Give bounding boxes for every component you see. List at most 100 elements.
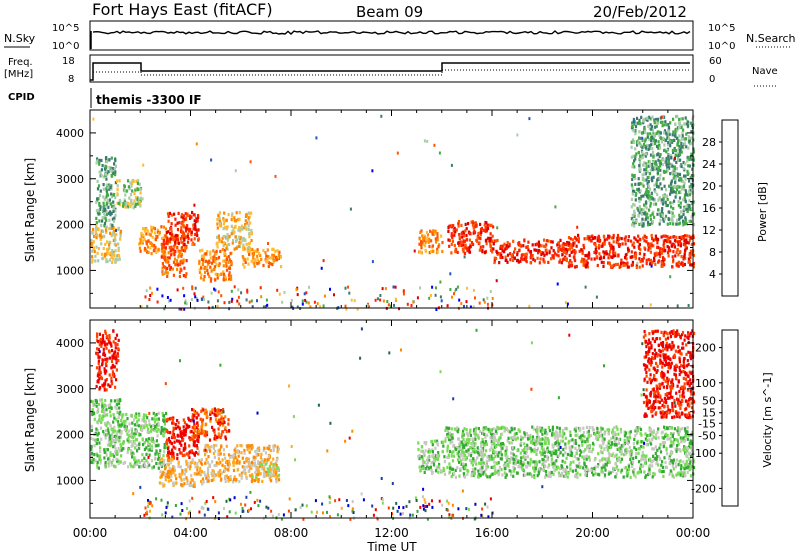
data-pixel: [681, 179, 684, 184]
data-pixel: [98, 371, 101, 375]
data-pixel: [688, 193, 692, 197]
data-pixel: [180, 478, 183, 482]
data-pixel: [648, 172, 651, 176]
data-pixel: [316, 302, 319, 306]
data-pixel: [432, 229, 435, 233]
data-pixel: [418, 457, 421, 461]
data-pixel: [691, 185, 694, 189]
data-pixel: [128, 187, 131, 191]
data-pixel: [570, 451, 574, 455]
data-pixel: [98, 387, 101, 391]
data-pixel: [114, 346, 117, 350]
data-pixel: [545, 243, 548, 247]
data-pixel: [454, 247, 457, 251]
data-pixel: [172, 421, 175, 425]
data-pixel: [690, 157, 693, 161]
data-pixel: [100, 173, 103, 177]
data-pixel: [106, 426, 109, 431]
data-pixel: [165, 429, 168, 433]
data-pixel: [91, 231, 94, 235]
data-pixel: [349, 207, 352, 211]
data-pixel: [99, 207, 102, 212]
data-pixel: [308, 285, 310, 289]
data-pixel: [641, 153, 644, 157]
data-pixel: [129, 181, 132, 185]
data-pixel: [233, 247, 236, 251]
data-pixel: [489, 245, 492, 249]
data-pixel: [657, 454, 660, 459]
data-pixel: [93, 444, 96, 448]
data-pixel: [131, 465, 135, 469]
data-pixel: [259, 253, 262, 258]
data-pixel: [189, 481, 192, 485]
data-pixel: [201, 422, 204, 426]
data-pixel: [484, 473, 487, 477]
data-pixel: [465, 227, 468, 231]
data-pixel: [631, 263, 634, 267]
data-pixel: [649, 136, 652, 140]
data-pixel: [272, 448, 275, 452]
data-pixel: [273, 444, 276, 448]
data-pixel: [211, 474, 214, 478]
data-pixel: [255, 475, 258, 479]
data-pixel: [115, 407, 118, 411]
data-pixel: [686, 209, 689, 213]
data-pixel: [569, 247, 572, 251]
data-pixel: [601, 244, 604, 248]
data-pixel: [670, 244, 674, 248]
data-pixel: [107, 431, 110, 435]
data-pixel: [583, 258, 586, 262]
data-pixel: [650, 261, 654, 265]
data-pixel: [214, 272, 217, 276]
data-pixel: [651, 179, 654, 183]
data-pixel: [119, 237, 122, 241]
data-pixel: [96, 465, 99, 469]
data-pixel: [167, 219, 170, 223]
data-pixel: [417, 441, 420, 445]
data-pixel: [99, 454, 102, 458]
data-pixel: [238, 302, 241, 306]
data-pixel: [108, 187, 111, 191]
data-pixel: [114, 213, 117, 217]
data-pixel: [637, 460, 641, 464]
data-pixel: [255, 452, 258, 456]
data-pixel: [185, 246, 188, 250]
data-pixel: [472, 305, 475, 309]
data-pixel: [231, 297, 234, 301]
data-pixel: [576, 237, 579, 241]
data-pixel: [222, 217, 225, 221]
data-pixel: [681, 117, 684, 121]
data-pixel: [651, 163, 654, 167]
data-pixel: [633, 209, 636, 213]
data-pixel: [481, 250, 484, 254]
data-pixel: [681, 131, 684, 135]
data-pixel: [450, 242, 453, 246]
data-pixel: [193, 461, 196, 465]
data-pixel: [661, 247, 664, 251]
data-pixel: [673, 199, 676, 203]
data-pixel: [652, 210, 655, 214]
data-pixel: [130, 444, 133, 448]
data-pixel: [428, 450, 431, 454]
data-pixel: [93, 412, 96, 416]
data-pixel: [516, 259, 519, 263]
data-pixel: [430, 294, 432, 297]
data-pixel: [227, 468, 230, 472]
data-pixel: [277, 473, 281, 477]
data-pixel: [207, 466, 210, 471]
data-pixel: [561, 248, 564, 252]
data-pixel: [172, 483, 175, 487]
data-pixel: [207, 447, 210, 451]
data-pixel: [272, 257, 275, 261]
data-pixel: [662, 234, 665, 238]
data-pixel: [489, 232, 492, 236]
data-pixel: [243, 465, 246, 469]
data-pixel: [228, 300, 231, 304]
data-pixel: [645, 152, 648, 156]
data-pixel: [602, 255, 606, 260]
data-pixel: [105, 450, 108, 454]
data-pixel: [140, 465, 143, 469]
data-pixel: [619, 264, 622, 268]
data-pixel: [434, 229, 437, 234]
data-pixel: [666, 194, 669, 198]
